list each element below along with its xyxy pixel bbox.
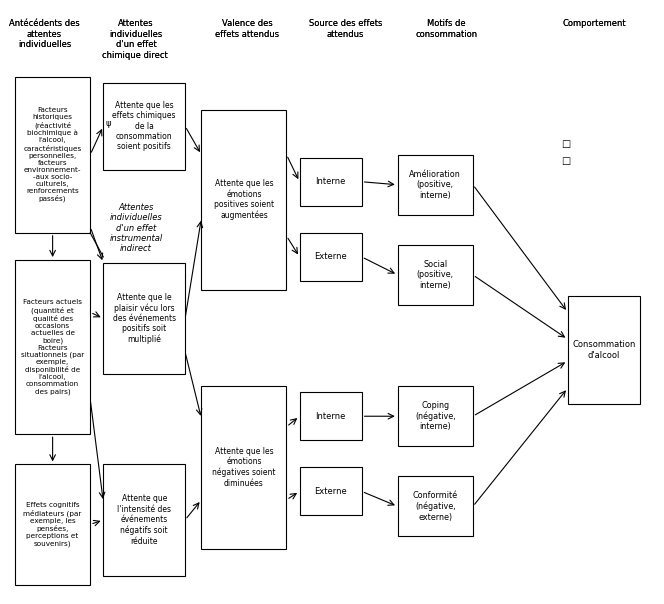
Text: Attentes
individuelles
d'un effet
instrumental
indirect: Attentes individuelles d'un effet instru… [110, 203, 163, 254]
FancyBboxPatch shape [15, 464, 90, 585]
Text: Amélioration
(positive,
interne): Amélioration (positive, interne) [410, 170, 461, 200]
FancyBboxPatch shape [15, 260, 90, 434]
Text: Antécédents des
attentes
individuelles: Antécédents des attentes individuelles [9, 19, 80, 49]
Text: Source des effets
attendus: Source des effets attendus [309, 19, 382, 39]
Text: Motifs de
consommation: Motifs de consommation [416, 19, 478, 39]
Text: Effets cognitifs
médiateurs (par
exemple, les
pensées,
perceptions et
souvenirs): Effets cognitifs médiateurs (par exemple… [23, 503, 82, 547]
Text: Antécédents des
attentes
individuelles: Antécédents des attentes individuelles [9, 19, 80, 49]
FancyBboxPatch shape [398, 155, 473, 215]
Text: Comportement: Comportement [562, 19, 625, 28]
Text: Source des effets
attendus: Source des effets attendus [309, 19, 382, 39]
FancyBboxPatch shape [201, 109, 286, 290]
Text: Externe: Externe [314, 487, 347, 496]
Text: Externe: Externe [314, 252, 347, 262]
Text: Attentes
individuelles
d'un effet
chimique direct: Attentes individuelles d'un effet chimiq… [102, 19, 170, 60]
Text: □: □ [561, 156, 570, 165]
FancyBboxPatch shape [398, 477, 473, 536]
Text: Coping
(négative,
interne): Coping (négative, interne) [415, 401, 456, 431]
Text: Comportement: Comportement [562, 19, 625, 28]
Text: Interne: Interne [315, 412, 346, 421]
FancyBboxPatch shape [104, 263, 185, 374]
FancyBboxPatch shape [201, 386, 286, 548]
Text: Attente que les
émotions
positives soient
augmentées: Attente que les émotions positives soien… [214, 179, 274, 220]
Text: Valence des
effets attendus: Valence des effets attendus [215, 19, 280, 39]
FancyBboxPatch shape [299, 158, 362, 206]
Text: Facteurs actuels
(quantité et
qualité des
occasions
actuelles de
boire)
Facteurs: Facteurs actuels (quantité et qualité de… [21, 300, 84, 395]
FancyBboxPatch shape [299, 467, 362, 515]
Text: Consommation
d'alcool: Consommation d'alcool [572, 341, 635, 360]
Text: Attente que les
émotions
négatives soient
diminuées: Attente que les émotions négatives soien… [212, 447, 276, 488]
Text: Attente que le
plaisir vécu lors
des événements
positifs soit
multiplié: Attente que le plaisir vécu lors des évé… [113, 292, 176, 344]
Text: Attentes
individuelles
d'un effet
chimique direct: Attentes individuelles d'un effet chimiq… [102, 19, 170, 60]
Text: Attente que
l'intensité des
événements
négatifs soit
réduite: Attente que l'intensité des événements n… [118, 494, 171, 545]
FancyBboxPatch shape [15, 77, 90, 233]
FancyBboxPatch shape [104, 464, 185, 576]
Text: Social
(positive,
interne): Social (positive, interne) [417, 260, 454, 290]
Text: Conformité
(négative,
externe): Conformité (négative, externe) [413, 491, 458, 522]
Text: Attente que les
effets chimiques
de la
consommation
soient positifs: Attente que les effets chimiques de la c… [112, 101, 176, 152]
FancyBboxPatch shape [299, 233, 362, 281]
Text: Motifs de
consommation: Motifs de consommation [416, 19, 478, 39]
Text: ψ: ψ [106, 118, 111, 127]
FancyBboxPatch shape [398, 386, 473, 446]
Text: Valence des
effets attendus: Valence des effets attendus [215, 19, 280, 39]
FancyBboxPatch shape [104, 83, 185, 170]
Text: □: □ [561, 140, 570, 149]
Text: Facteurs
historiques
(réactivité
biochimique à
l'alcool,
caractéristiques
person: Facteurs historiques (réactivité biochim… [23, 107, 82, 202]
FancyBboxPatch shape [568, 296, 639, 404]
FancyBboxPatch shape [299, 392, 362, 440]
FancyBboxPatch shape [398, 245, 473, 305]
Text: Interne: Interne [315, 177, 346, 186]
